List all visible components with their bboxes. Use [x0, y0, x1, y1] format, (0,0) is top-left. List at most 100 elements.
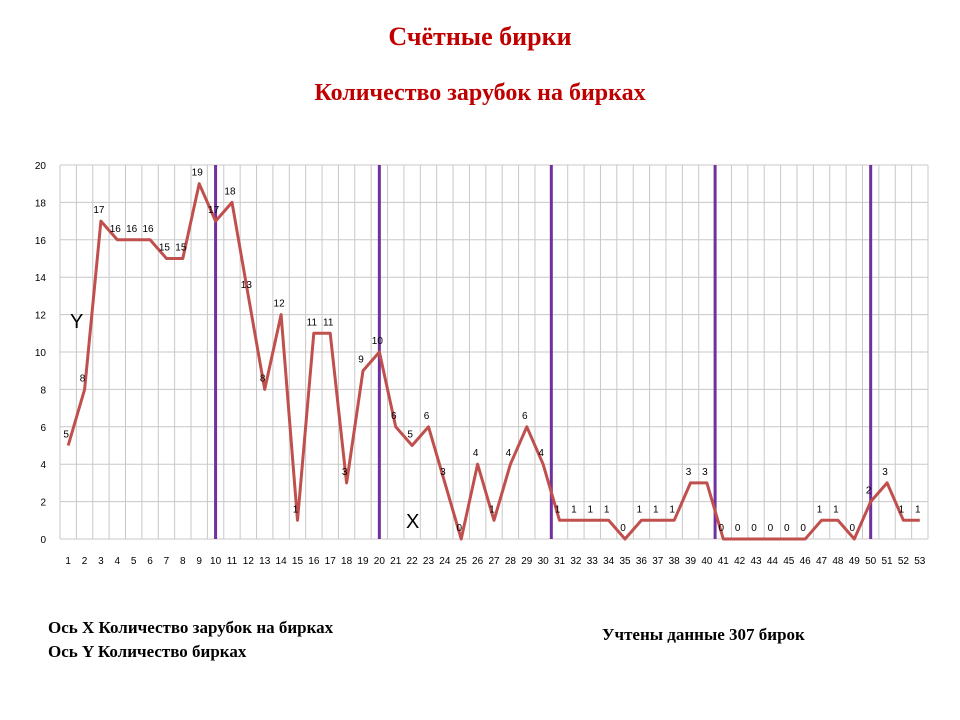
- data-label: 19: [192, 168, 204, 179]
- data-label: 4: [473, 448, 479, 459]
- data-label: 0: [620, 523, 626, 534]
- x-tick-label: 7: [164, 556, 170, 567]
- series-line: [66, 182, 920, 541]
- data-label: 16: [110, 224, 122, 235]
- y-tick-label: 16: [35, 236, 47, 247]
- x-tick-label: 29: [521, 556, 533, 567]
- data-label: 1: [833, 504, 839, 515]
- x-tick-label: 48: [832, 556, 844, 567]
- data-label: 15: [175, 243, 187, 254]
- data-label: 5: [63, 430, 69, 441]
- data-label: 0: [784, 523, 790, 534]
- x-tick-label: 9: [196, 556, 202, 567]
- data-label: 0: [800, 523, 806, 534]
- y-tick-label: 6: [40, 423, 46, 434]
- data-label: 1: [489, 504, 495, 515]
- x-tick-label: 41: [718, 556, 730, 567]
- data-label: 3: [882, 467, 888, 478]
- x-tick-label: 12: [243, 556, 255, 567]
- x-tick-label: 31: [554, 556, 566, 567]
- data-label: 3: [440, 467, 446, 478]
- y-tick-label: 10: [35, 348, 47, 359]
- x-tick-label: 30: [538, 556, 550, 567]
- data-label: 10: [372, 336, 384, 347]
- x-tick-label: 40: [701, 556, 713, 567]
- data-label: 6: [522, 411, 528, 422]
- x-tick-label: 16: [308, 556, 320, 567]
- x-tick-label: 14: [276, 556, 288, 567]
- x-tick-label: 39: [685, 556, 697, 567]
- x-tick-label: 28: [505, 556, 517, 567]
- data-label: 17: [208, 205, 220, 216]
- x-tick-label: 37: [652, 556, 664, 567]
- data-label: 1: [817, 504, 823, 515]
- x-tick-label: 34: [603, 556, 615, 567]
- y-axis-label: Y: [70, 311, 83, 333]
- x-tick-label: 22: [407, 556, 419, 567]
- data-label: 15: [159, 243, 171, 254]
- data-label: 12: [274, 299, 286, 310]
- x-axis-label: X: [406, 511, 419, 533]
- y-axis-note: Ось Y Количество бирках: [48, 642, 247, 661]
- data-label: 1: [555, 504, 561, 515]
- data-label: 1: [669, 504, 675, 515]
- data-label: 1: [604, 504, 610, 515]
- data-label: 4: [538, 448, 544, 459]
- x-tick-label: 20: [374, 556, 386, 567]
- x-tick-label: 8: [180, 556, 186, 567]
- x-tick-label: 23: [423, 556, 435, 567]
- x-tick-label: 47: [816, 556, 828, 567]
- x-tick-label: 4: [115, 556, 121, 567]
- x-tick-label: 38: [669, 556, 681, 567]
- x-tick-label: 2: [82, 556, 88, 567]
- data-label: 1: [915, 504, 921, 515]
- y-tick-label: 4: [40, 460, 46, 471]
- y-tick-label: 18: [35, 198, 47, 209]
- x-tick-label: 25: [456, 556, 468, 567]
- x-tick-label: 10: [210, 556, 222, 567]
- x-tick-label: 33: [587, 556, 599, 567]
- x-tick-label: 26: [472, 556, 484, 567]
- x-tick-label: 18: [341, 556, 353, 567]
- x-tick-label: 17: [325, 556, 337, 567]
- data-label: 5: [407, 430, 413, 441]
- data-label: 0: [768, 523, 774, 534]
- y-tick-label: 20: [35, 161, 47, 172]
- data-label: 1: [293, 504, 299, 515]
- vertical-markers: [214, 165, 873, 539]
- data-label: 8: [80, 373, 86, 384]
- x-axis-note: Ось X Количество зарубок на бирках: [48, 618, 334, 637]
- chart-subtitle: Количество зарубок на бирках: [314, 80, 646, 106]
- count-note: Учтены данные 307 бирок: [602, 625, 805, 644]
- x-tick-label: 51: [881, 556, 893, 567]
- data-label: 17: [93, 205, 105, 216]
- x-tick-label: 44: [767, 556, 779, 567]
- data-label: 1: [653, 504, 659, 515]
- data-label: 0: [751, 523, 757, 534]
- data-label: 1: [571, 504, 577, 515]
- x-tick-label: 15: [292, 556, 304, 567]
- y-tick-label: 0: [40, 535, 46, 546]
- data-label: 16: [143, 224, 155, 235]
- data-label: 13: [241, 280, 253, 291]
- x-tick-label: 1: [65, 556, 71, 567]
- data-label: 3: [702, 467, 708, 478]
- x-tick-label: 24: [439, 556, 451, 567]
- grid: [59, 164, 929, 540]
- data-label: 6: [424, 411, 430, 422]
- x-tick-label: 5: [131, 556, 137, 567]
- data-label: 11: [323, 317, 334, 328]
- data-label: 16: [126, 224, 138, 235]
- x-tick-label: 49: [849, 556, 861, 567]
- data-label: 11: [307, 317, 318, 328]
- data-label: 8: [260, 373, 266, 384]
- data-label: 0: [719, 523, 725, 534]
- x-tick-label: 6: [147, 556, 153, 567]
- data-label: 2: [866, 486, 872, 497]
- data-label: 0: [850, 523, 856, 534]
- x-tick-label: 52: [898, 556, 910, 567]
- series: [66, 182, 920, 541]
- x-tick-label: 36: [636, 556, 648, 567]
